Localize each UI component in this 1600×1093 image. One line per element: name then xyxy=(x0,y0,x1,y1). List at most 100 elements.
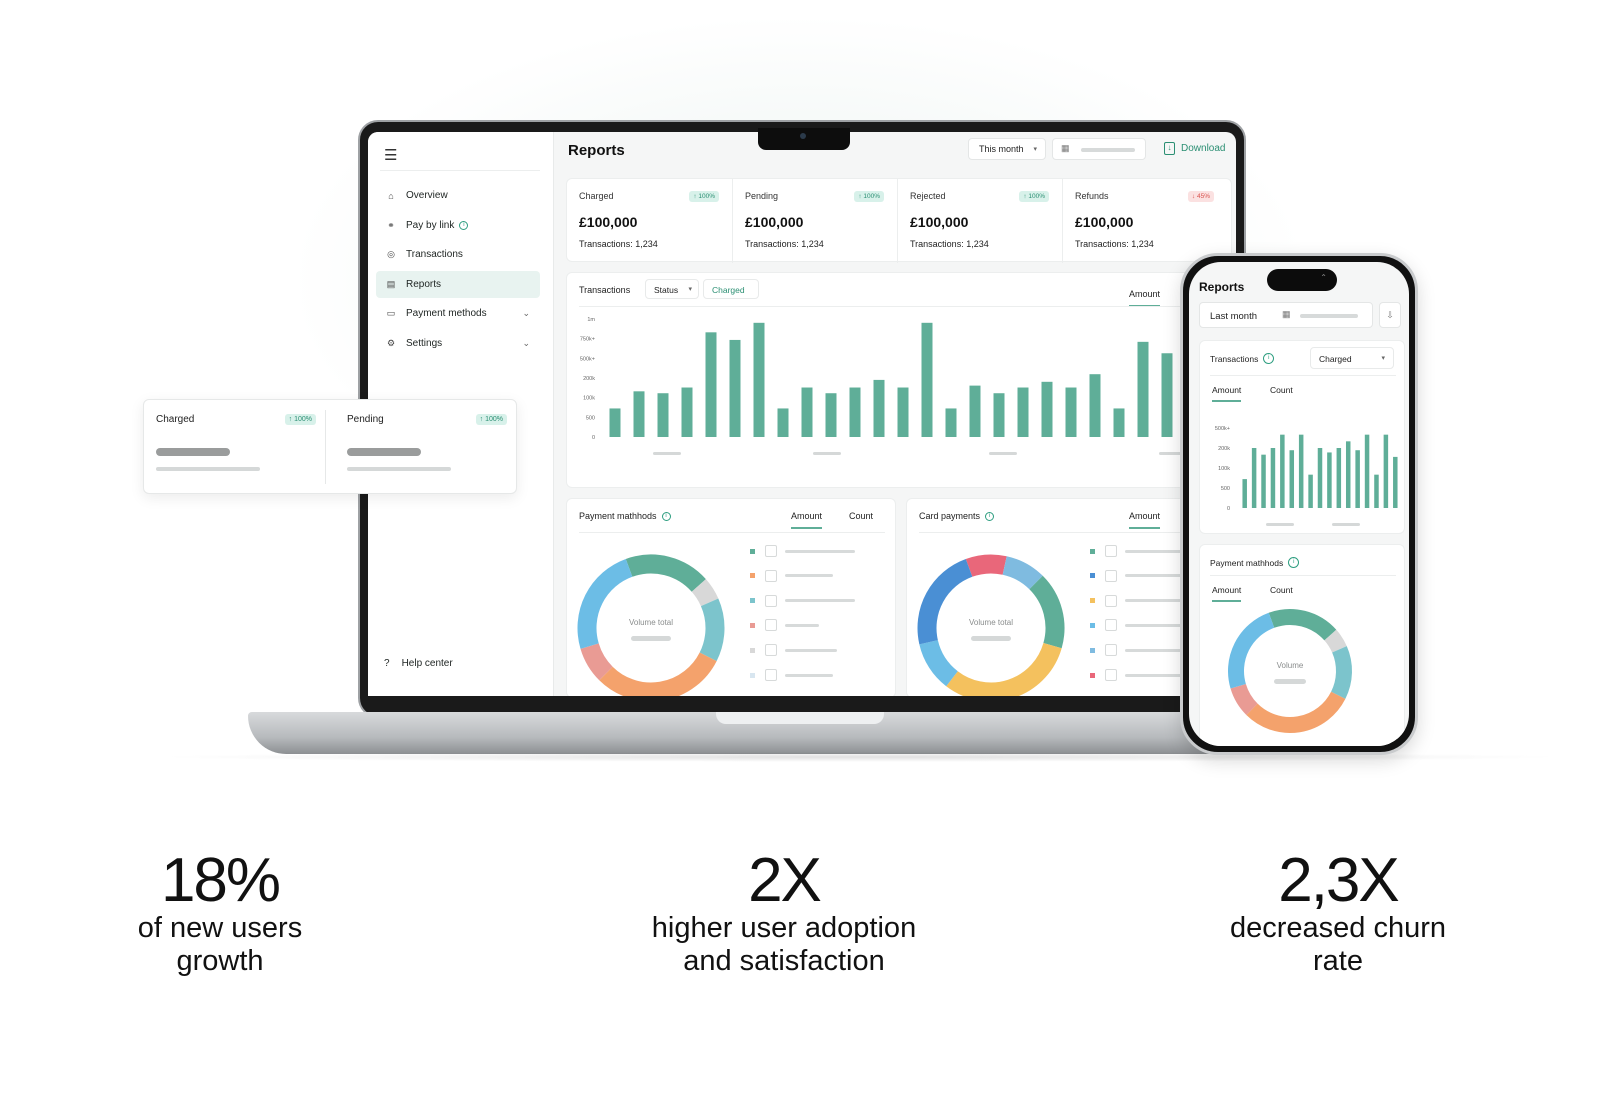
bar[interactable] xyxy=(1251,448,1257,508)
date-range-input[interactable]: ▦ xyxy=(1052,138,1146,160)
donut-slice[interactable] xyxy=(919,639,959,687)
bar[interactable] xyxy=(1137,341,1149,437)
bar[interactable] xyxy=(945,408,957,437)
bar[interactable] xyxy=(1327,452,1332,508)
bar[interactable] xyxy=(681,387,693,437)
donut-slice[interactable] xyxy=(599,652,717,696)
legend-row xyxy=(1090,594,1185,607)
donut-slice[interactable] xyxy=(577,558,633,649)
transactions-bar-chart: 1m 750k+ 500k+ 200k 100k 500 0 xyxy=(580,317,1221,455)
donut-slice[interactable] xyxy=(1268,609,1337,641)
bar[interactable] xyxy=(1065,387,1077,437)
donut-slice[interactable] xyxy=(965,554,1007,577)
bar[interactable] xyxy=(1161,353,1173,437)
download-icon[interactable]: ⇩ xyxy=(1379,302,1401,328)
bar[interactable] xyxy=(1383,434,1389,508)
bar[interactable] xyxy=(1289,450,1295,508)
sidebar-item-settings[interactable]: ⚙ Settings ⌄ xyxy=(376,330,540,357)
bar[interactable] xyxy=(753,322,765,437)
bar[interactable] xyxy=(1261,454,1266,508)
bar[interactable] xyxy=(1364,434,1370,508)
bar[interactable] xyxy=(1041,381,1053,437)
bar[interactable] xyxy=(1270,448,1276,508)
tab-count[interactable]: Count xyxy=(1270,585,1293,595)
tab-amount[interactable]: Amount xyxy=(1129,511,1161,529)
donut-slice[interactable] xyxy=(1029,575,1065,649)
bar[interactable] xyxy=(849,387,861,437)
bar[interactable] xyxy=(1393,456,1398,508)
info-icon[interactable]: i xyxy=(1288,557,1300,568)
sidebar-item-payment-methods[interactable]: ▭ Payment methods ⌄ xyxy=(376,300,540,327)
document-icon xyxy=(1105,669,1117,681)
bar[interactable] xyxy=(1317,448,1323,508)
bar[interactable] xyxy=(897,387,909,437)
bar[interactable] xyxy=(921,322,933,437)
tab-amount[interactable]: Amount xyxy=(1212,585,1242,602)
info-icon[interactable]: i xyxy=(985,511,995,521)
donut-slice[interactable] xyxy=(691,579,719,607)
bar[interactable] xyxy=(777,408,789,437)
tab-amount[interactable]: Amount xyxy=(1212,385,1242,402)
donut-slice[interactable] xyxy=(1324,629,1347,653)
bar[interactable] xyxy=(1113,408,1125,437)
tab-count[interactable]: Count xyxy=(849,511,874,521)
tab-count[interactable]: Count xyxy=(1270,385,1293,395)
bar[interactable] xyxy=(825,393,837,437)
bar[interactable] xyxy=(705,332,717,437)
bar[interactable] xyxy=(1242,479,1247,508)
donut-slice[interactable] xyxy=(625,554,706,593)
bar[interactable] xyxy=(1089,374,1101,437)
card-payments-title: Card payments i xyxy=(919,511,995,521)
phone-period-bar[interactable]: Last month ▦ xyxy=(1199,302,1373,328)
bar[interactable] xyxy=(993,393,1005,437)
status-value-chip[interactable]: Charged xyxy=(703,279,759,299)
tab-amount[interactable]: Amount xyxy=(791,511,823,529)
bar[interactable] xyxy=(873,379,885,437)
bar[interactable] xyxy=(657,393,669,437)
bar[interactable] xyxy=(1374,474,1379,508)
donut-slice[interactable] xyxy=(1330,646,1352,699)
bar[interactable] xyxy=(1298,434,1304,508)
sidebar-item-reports[interactable]: ▤ Reports xyxy=(376,270,540,298)
legend-row xyxy=(750,669,833,681)
laptop-thumb-notch xyxy=(716,712,884,724)
sidebar-item-transactions[interactable]: ◎ Transactions xyxy=(376,241,540,268)
chevron-down-icon[interactable]: ⌄ xyxy=(522,337,530,348)
donut-slice[interactable] xyxy=(917,558,973,645)
info-icon[interactable]: i xyxy=(459,220,469,230)
donut-slice[interactable] xyxy=(1228,612,1275,689)
legend-placeholder xyxy=(785,648,837,652)
hamburger-icon[interactable]: ☰ xyxy=(384,147,398,164)
donut-slice[interactable] xyxy=(1246,691,1346,733)
bar[interactable] xyxy=(1308,474,1313,508)
donut-slice[interactable] xyxy=(699,598,725,662)
donut-slice[interactable] xyxy=(1002,556,1043,590)
bar[interactable] xyxy=(729,339,741,437)
legend-row xyxy=(1090,644,1185,657)
bar[interactable] xyxy=(801,387,813,437)
phone-status-select[interactable]: Charged ▾ xyxy=(1310,347,1394,369)
status-filter[interactable]: Status ▾ xyxy=(645,279,699,299)
chevron-down-icon[interactable]: ⌄ xyxy=(522,308,530,318)
bar[interactable] xyxy=(609,408,621,437)
help-center-link[interactable]: ? Help center xyxy=(384,658,453,669)
donut-slice[interactable] xyxy=(580,643,613,681)
info-icon[interactable]: i xyxy=(661,511,671,521)
bar[interactable] xyxy=(1336,448,1342,508)
donut-slice[interactable] xyxy=(946,642,1062,696)
bar[interactable] xyxy=(1345,441,1351,508)
download-button[interactable]: ↓ Download xyxy=(1164,142,1225,155)
bar[interactable] xyxy=(633,391,645,437)
bar[interactable] xyxy=(969,385,981,437)
info-icon[interactable]: i xyxy=(1263,353,1275,364)
sidebar-item-pay-by-link[interactable]: ⚭ Pay by link i xyxy=(376,212,540,239)
stat-churn: 2,3X decreased churn rate xyxy=(1198,850,1478,978)
sidebar-item-overview[interactable]: ⌂ Overview xyxy=(376,182,540,209)
donut-slice[interactable] xyxy=(1230,683,1258,716)
bar[interactable] xyxy=(1355,450,1360,508)
legend-swatch xyxy=(750,548,755,554)
link-icon: ⚭ xyxy=(387,219,395,230)
bar[interactable] xyxy=(1017,387,1029,437)
bar[interactable] xyxy=(1280,434,1285,508)
period-select[interactable]: This month ▾ xyxy=(968,138,1046,160)
